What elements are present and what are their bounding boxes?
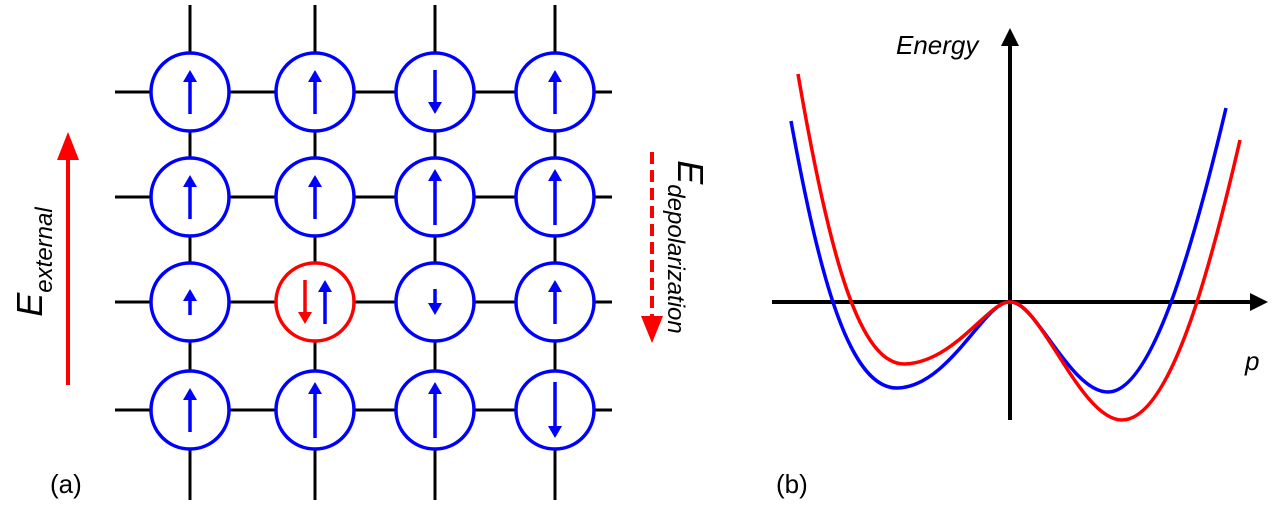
lattice-cell: [149, 369, 231, 451]
lattice-cell: [514, 51, 596, 133]
lattice-cell: [149, 156, 231, 238]
y-axis-label: Energy: [896, 30, 980, 60]
dipole-arrow-up: [318, 280, 332, 324]
dipole-arrow-down: [298, 280, 312, 324]
depolarization-field-label: Edepolarization: [662, 160, 711, 333]
lattice-cell: [274, 369, 356, 451]
depolarization-field-arrow: [641, 152, 663, 343]
lattice-cell-highlighted: [274, 261, 356, 343]
lattice-cell: [394, 369, 476, 451]
dipole-arrow-up: [183, 175, 197, 219]
y-axis: [1001, 28, 1019, 420]
dipole-arrow-down: [428, 70, 442, 114]
dipole-arrow-up: [308, 175, 322, 219]
lattice-cells: [149, 51, 596, 451]
dipole-arrow-down: [428, 289, 442, 315]
dipole-arrow-up: [183, 289, 197, 315]
lattice-cell: [514, 156, 596, 238]
lattice-cell: [394, 261, 476, 343]
dipole-arrow-up: [308, 382, 322, 438]
lattice-cell: [274, 51, 356, 133]
lattice-cell: [149, 261, 231, 343]
dipole-arrow-up: [183, 388, 197, 432]
dipole-arrow-up: [548, 169, 562, 225]
lattice-cell: [274, 156, 356, 238]
dipole-arrow-up: [548, 280, 562, 324]
lattice-cell: [514, 369, 596, 451]
dipole-arrow-up: [183, 70, 197, 114]
lattice-site-circle: [274, 261, 356, 343]
lattice-cell: [394, 156, 476, 238]
external-field-symbol: E: [9, 292, 50, 317]
dipole-arrow-up: [308, 70, 322, 114]
panel-b-label: (b): [776, 469, 808, 499]
lattice-cell: [514, 261, 596, 343]
external-field-arrow: [57, 132, 79, 385]
panel-b-energy-plot: Energy p (b): [772, 28, 1268, 499]
lattice-cell: [149, 51, 231, 133]
lattice-cell: [394, 51, 476, 133]
depolarization-field-symbol: E: [670, 160, 711, 185]
x-axis-label: p: [1244, 346, 1259, 376]
dipole-arrow-up: [548, 70, 562, 114]
depolarization-field-subscript: depolarization: [662, 184, 689, 333]
external-field-label: Eexternal: [9, 207, 58, 317]
dipole-arrow-down: [548, 382, 562, 438]
dipole-arrow-up: [428, 169, 442, 225]
energy-curve-red: [796, 73, 1242, 422]
external-field-subscript: external: [31, 207, 58, 293]
panel-a-label: (a): [50, 469, 82, 499]
panel-a-lattice: Eexternal Edepolarization (a): [9, 5, 711, 500]
dipole-arrow-up: [428, 382, 442, 438]
